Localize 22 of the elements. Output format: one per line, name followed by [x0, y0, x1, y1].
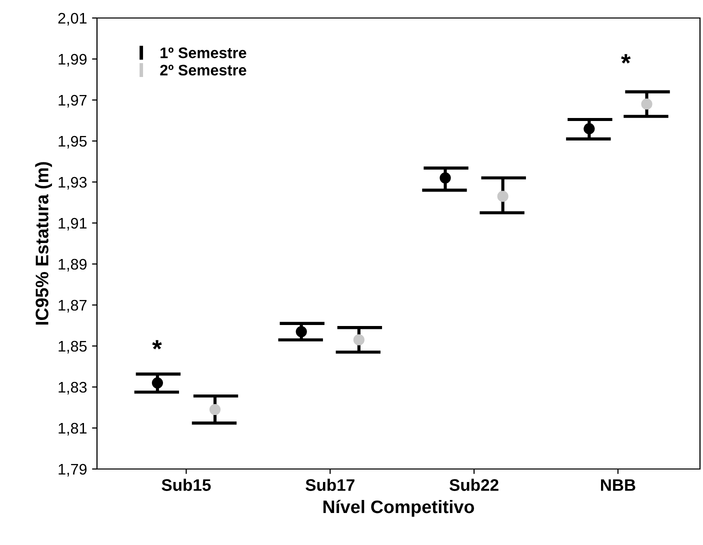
- y-tick-label: 1,89: [58, 258, 87, 272]
- annotation: *: [152, 340, 162, 350]
- x-tick-label: Sub17: [306, 478, 354, 491]
- y-tick-label: 1,85: [58, 340, 87, 354]
- y-tick-label: 1,95: [58, 136, 87, 148]
- y-tick-label: 1,87: [58, 300, 87, 312]
- x-tick-label: Sub15: [162, 478, 211, 491]
- legend-label: 2º Semestre: [160, 64, 246, 76]
- y-tick-label: 1,83: [58, 382, 87, 394]
- y-tick-label: 1,91: [58, 218, 87, 230]
- y-tick-label: 1,93: [58, 176, 87, 190]
- y-tick-label: 1,81: [58, 422, 87, 436]
- x-tick-label: Sub22: [450, 478, 498, 491]
- y-tick-label: 1,97: [58, 94, 87, 108]
- x-axis-title: Nível Competitivo: [323, 500, 474, 517]
- legend-label: 1º Semestre: [160, 47, 246, 58]
- annotation: *: [621, 54, 631, 64]
- y-tick-label: 1,99: [58, 54, 87, 66]
- y-tick-label: 1,79: [58, 464, 87, 476]
- y-tick-label: 2,01: [58, 12, 87, 26]
- y-axis-title: IC95% Estatura (m): [35, 162, 52, 325]
- x-tick-label: NBB: [601, 479, 636, 491]
